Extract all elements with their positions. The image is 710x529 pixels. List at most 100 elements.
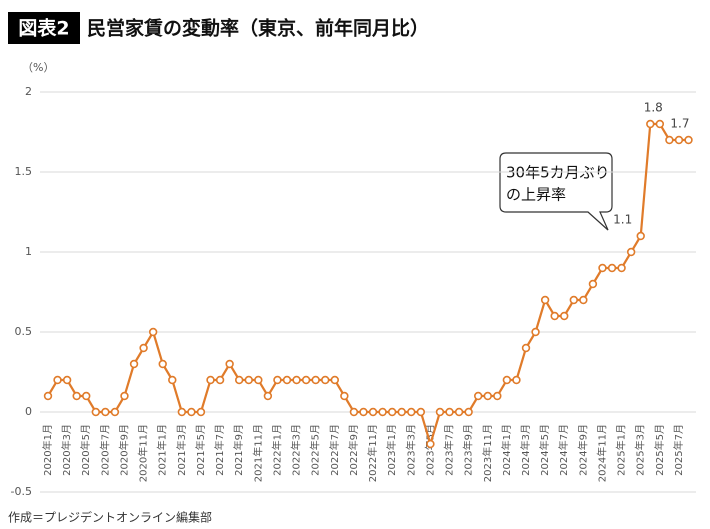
point: [540, 295, 550, 305]
y-tick-label: -0.5: [11, 485, 32, 498]
point: [340, 391, 349, 401]
point: [512, 375, 521, 385]
point: [598, 263, 607, 273]
point: [244, 375, 253, 385]
point: [636, 231, 645, 241]
chart-title: 民営家賃の変動率（東京、前年同月比）: [87, 17, 429, 40]
x-tick-label: 2021年7月: [213, 424, 226, 476]
point: [665, 135, 674, 145]
point: [454, 407, 464, 417]
point: [187, 407, 196, 417]
x-tick-label: 2024年5月: [538, 424, 551, 476]
point: [474, 391, 483, 401]
x-tick-label: 2021年1月: [156, 424, 169, 476]
x-tick-label: 2021年11月: [251, 424, 264, 482]
point: [120, 391, 129, 401]
point: [215, 375, 225, 385]
point: [91, 407, 101, 417]
x-tick-label: 2023年7月: [443, 424, 456, 476]
source: 作成＝プレジデントオンライン編集部: [8, 510, 212, 525]
point: [177, 407, 187, 417]
x-tick-label: 2022年5月: [309, 424, 322, 476]
x-tick-label: 2024年7月: [557, 424, 570, 476]
point: [292, 375, 301, 385]
point: [684, 135, 693, 145]
x-tick-label: 2023年11月: [481, 424, 494, 482]
point: [129, 359, 139, 369]
point: [225, 359, 234, 369]
point: [493, 391, 502, 401]
point: [655, 119, 665, 129]
point: [588, 279, 598, 289]
point: [148, 327, 158, 337]
x-tick-label: 2025年5月: [653, 424, 666, 476]
point: [301, 375, 311, 385]
x-tick-label: 2020年5月: [79, 424, 92, 476]
point: [569, 295, 578, 305]
x-tick-label: 2022年1月: [270, 424, 283, 476]
point: [168, 375, 177, 385]
y-tick-label: 2: [25, 85, 32, 98]
point: [531, 327, 540, 337]
point: [273, 375, 282, 385]
x-tick-label: 2024年9月: [576, 424, 589, 476]
callout-text: の上昇率: [506, 186, 566, 204]
badge: 図表2: [18, 17, 69, 40]
point: [311, 375, 320, 385]
point: [416, 407, 426, 417]
x-tick-label: 2024年1月: [500, 424, 513, 476]
x-tick-label: 2022年11月: [366, 424, 379, 482]
point: [62, 375, 72, 385]
x-tick-label: 2023年3月: [404, 424, 417, 476]
x-tick-label: 2021年5月: [194, 424, 207, 476]
point: [282, 375, 292, 385]
y-unit: （%）: [22, 61, 54, 74]
point: [426, 439, 435, 449]
x-tick-label: 2020年7月: [98, 424, 111, 476]
point: [235, 375, 244, 385]
point: [43, 391, 53, 401]
point: [101, 407, 110, 417]
point: [617, 263, 626, 273]
x-tick-label: 2021年9月: [232, 424, 245, 476]
point: [626, 247, 636, 257]
point: [72, 391, 81, 401]
point: [349, 407, 359, 417]
point: [607, 263, 617, 273]
y-tick-label: 1: [25, 245, 32, 258]
x-tick-label: 2023年1月: [385, 424, 398, 476]
x-tick-label: 2024年11月: [595, 424, 608, 482]
point: [196, 407, 206, 417]
point: [110, 407, 120, 417]
x-tick-label: 2025年7月: [672, 424, 685, 476]
point: [646, 119, 655, 129]
badge-box: [8, 12, 80, 44]
data-label: 1.7: [670, 117, 689, 131]
point: [359, 407, 368, 417]
x-tick-label: 2025年1月: [615, 424, 628, 476]
x-tick-label: 2022年7月: [328, 424, 341, 476]
x-tick-label: 2020年1月: [41, 424, 54, 476]
point: [550, 311, 559, 321]
data-label: 1.1: [613, 213, 632, 227]
x-tick-label: 2020年9月: [117, 424, 130, 476]
point: [579, 295, 588, 305]
x-tick-label: 2021年3月: [175, 424, 188, 476]
x-tick-label: 2022年9月: [347, 424, 360, 476]
point: [158, 359, 167, 369]
point: [483, 391, 492, 401]
x-tick-label: 2020年11月: [137, 424, 150, 482]
point: [387, 407, 397, 417]
point: [378, 407, 387, 417]
point: [263, 391, 273, 401]
point: [464, 407, 473, 417]
point: [521, 343, 531, 353]
y-tick-label: 0: [25, 405, 32, 418]
y-tick-label: 0.5: [15, 325, 33, 338]
x-tick-label: 2022年3月: [290, 424, 303, 476]
point: [368, 407, 378, 417]
y-tick-label: 1.5: [15, 165, 33, 178]
data-label: 1.8: [644, 101, 663, 115]
